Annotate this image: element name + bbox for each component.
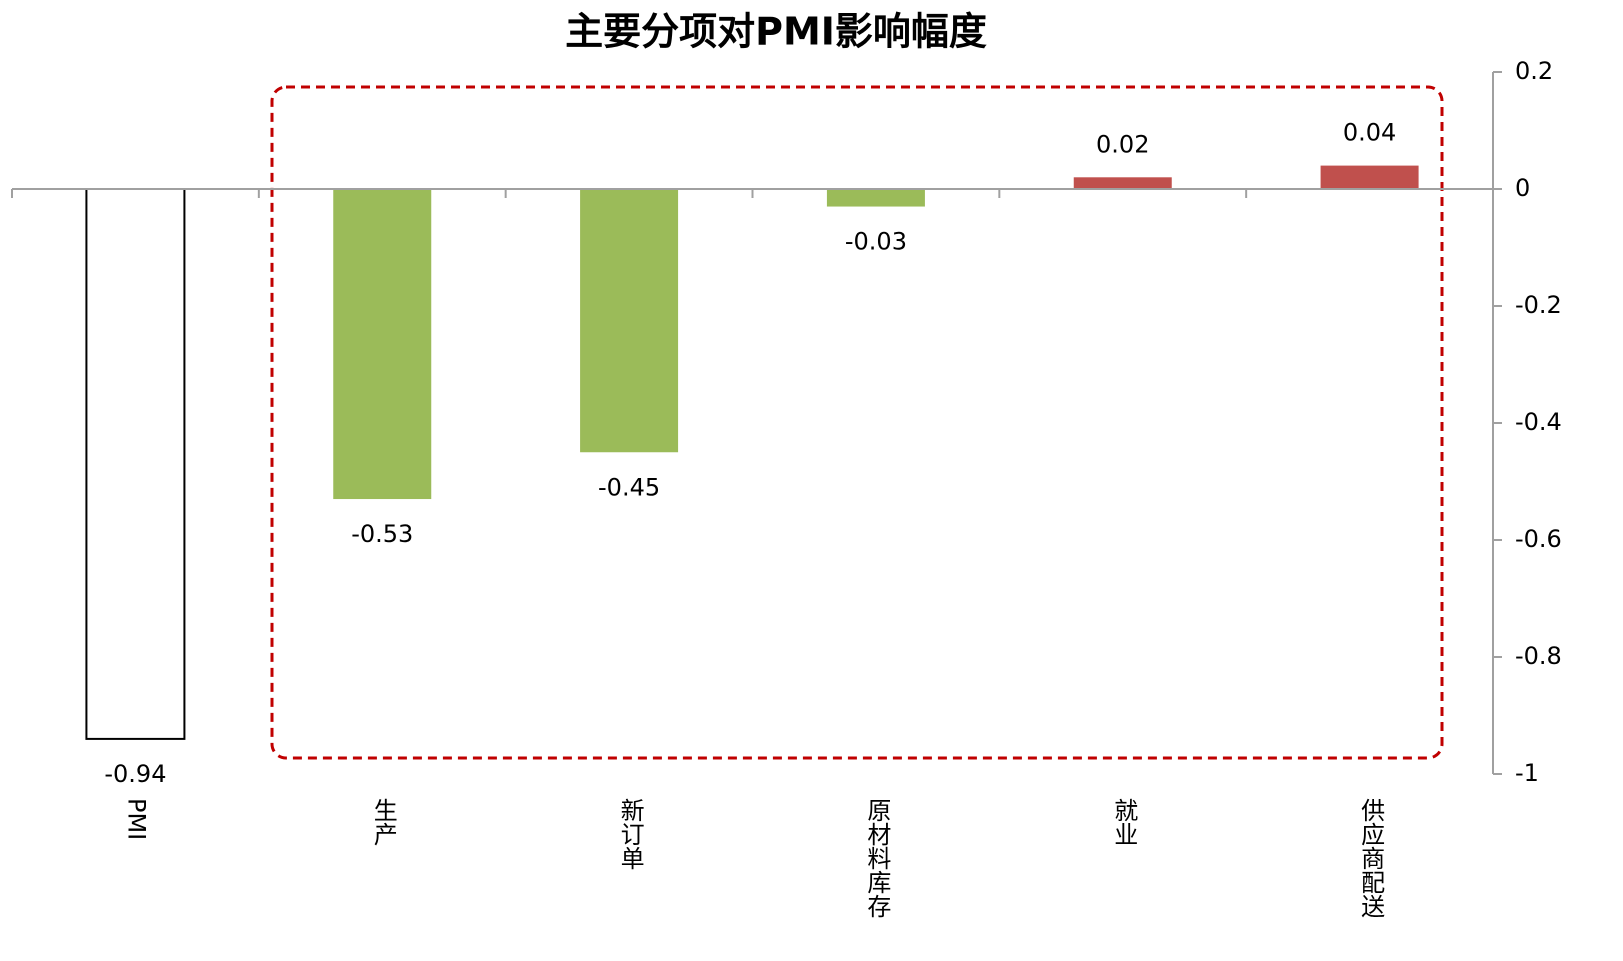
bar: [1073, 177, 1172, 189]
chart-title: 主要分项对PMI影响幅度: [565, 10, 987, 54]
x-tick-label: 供应商配送: [1357, 798, 1385, 918]
data-label: 0.04: [1343, 119, 1396, 147]
y-tick-label: -0.6: [1515, 525, 1562, 553]
bar: [826, 189, 925, 207]
y-tick-label: 0: [1515, 174, 1530, 202]
data-label: 0.02: [1096, 130, 1149, 158]
x-tick-label: 生产: [369, 798, 397, 846]
bar: [333, 189, 432, 500]
highlight-box: [270, 85, 1444, 760]
y-tick-label: -0.2: [1515, 291, 1562, 319]
x-tick-label: 就业: [1110, 798, 1138, 846]
y-tick-label: -0.4: [1515, 408, 1562, 436]
bar: [1320, 165, 1419, 189]
x-tick-label: 原材料库存: [863, 798, 891, 918]
x-tick-label: PMI: [122, 798, 150, 840]
y-tick-label: -0.8: [1515, 642, 1562, 670]
data-label: -0.53: [351, 520, 413, 548]
y-tick-label: -1: [1515, 759, 1539, 787]
data-label: -0.94: [104, 760, 166, 788]
bar: [85, 188, 186, 740]
x-tick-label: 新订单: [616, 798, 644, 870]
data-label: -0.03: [845, 228, 907, 256]
bar: [580, 189, 679, 453]
data-label: -0.45: [598, 473, 660, 501]
y-tick-label: 0.2: [1515, 57, 1553, 85]
